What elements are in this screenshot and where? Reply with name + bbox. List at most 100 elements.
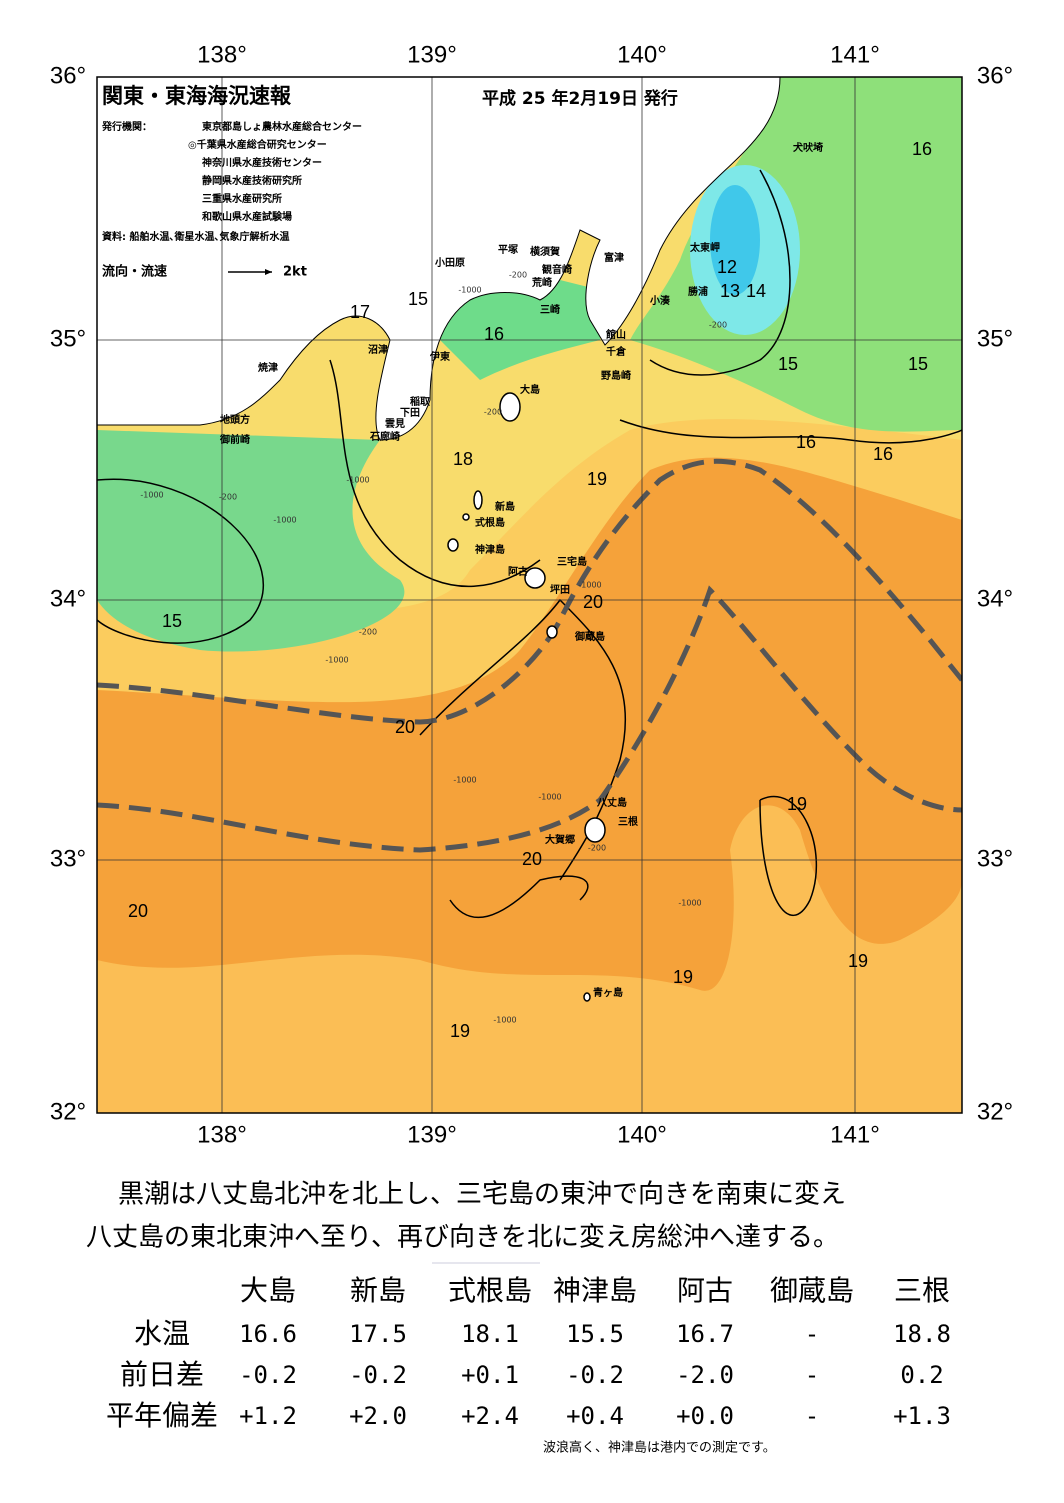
table-cell: 18.1 (461, 1320, 519, 1348)
place-name: 千倉 (606, 345, 627, 358)
latitude-label: 32° (977, 1098, 1013, 1125)
depth-label: -1000 (538, 793, 561, 802)
place-name: 小田原 (434, 256, 465, 269)
contour-label: 19 (587, 469, 607, 489)
latitude-label: 36° (977, 62, 1013, 89)
sea-temperature-map (97, 77, 962, 1113)
table-cell: - (805, 1361, 819, 1389)
place-name: 伊東 (429, 350, 450, 363)
contour-label: 20 (522, 849, 542, 869)
table-cell: - (805, 1320, 819, 1348)
place-name: 野島崎 (601, 369, 631, 382)
contour-label: 16 (796, 432, 816, 452)
latitude-label: 36° (50, 62, 86, 89)
place-name: 勝浦 (688, 285, 708, 298)
place-name: 小湊 (649, 294, 671, 307)
contour-label: 12 (717, 257, 737, 277)
table-cell: +1.3 (893, 1402, 951, 1430)
table-header: 式根島 (448, 1274, 532, 1307)
longitude-label: 141° (830, 41, 880, 68)
issuers-label: 発行機関： (101, 120, 152, 133)
table-cell: +0.4 (566, 1402, 624, 1430)
contour-label: 19 (848, 951, 868, 971)
depth-label: -1000 (493, 1016, 516, 1025)
contour-label: 16 (912, 139, 932, 159)
depth-label: -1000 (140, 491, 163, 500)
place-name: 下田 (400, 407, 420, 419)
place-name: 三宅島 (557, 555, 587, 568)
table-cell: -0.2 (566, 1361, 624, 1389)
contour-label: 13 (720, 281, 740, 301)
place-name: 焼津 (258, 361, 278, 374)
longitude-label: 139° (407, 1121, 457, 1148)
table-cell: +2.0 (349, 1402, 407, 1430)
contour-label: 20 (128, 901, 148, 921)
row-label: 前日差 (120, 1358, 204, 1391)
issuer: 静岡県水産技術研究所 (202, 174, 302, 187)
description-line: 黒潮は八丈島北沖を北上し、三宅島の東沖で向きを南東に変え (118, 1180, 846, 1210)
table-cell: 16.7 (676, 1320, 734, 1348)
place-name: 横須賀 (530, 245, 560, 258)
place-name: 平塚 (498, 243, 518, 256)
place-name: 八丈島 (596, 796, 627, 809)
depth-label: -200 (509, 271, 527, 280)
depth-label: -1000 (458, 286, 481, 295)
table-cell: +0.0 (676, 1402, 734, 1430)
place-name: 大島 (520, 383, 540, 396)
contour-label: 15 (778, 354, 798, 374)
contour-label: 16 (484, 324, 504, 344)
latitude-label: 35° (50, 325, 86, 352)
table-cell: -0.2 (239, 1361, 297, 1389)
latitude-label: 34° (977, 585, 1013, 612)
table-cell: +1.2 (239, 1402, 297, 1430)
table-header: 新島 (350, 1274, 406, 1307)
place-name: 館山 (605, 328, 626, 341)
latitude-label: 33° (50, 845, 86, 872)
place-name: 稲取 (410, 395, 431, 408)
place-name: 新島 (495, 500, 515, 513)
table-cell: 16.6 (239, 1320, 297, 1348)
depth-label: -200 (588, 844, 606, 853)
legend-speed: 2kt (283, 265, 307, 280)
issuer: 三重県水産研究所 (202, 192, 282, 205)
table-cell: 15.5 (566, 1320, 624, 1348)
row-label: 水温 (134, 1317, 190, 1350)
contour-label: 16 (873, 444, 893, 464)
map-title: 関東・東海海況速報 (102, 84, 292, 108)
longitude-label: 141° (830, 1121, 880, 1148)
contour-label: 19 (787, 794, 807, 814)
longitude-label: 139° (407, 41, 457, 68)
depth-label: -200 (359, 628, 377, 637)
place-name: 三崎 (540, 303, 560, 316)
contour-label: 15 (408, 289, 428, 309)
place-name: 神津島 (475, 543, 505, 556)
place-name: 大賀郷 (545, 833, 575, 846)
issuer: 神奈川県水産技術センター (202, 156, 322, 169)
place-name: 観音崎 (542, 263, 572, 276)
place-name: 御前崎 (219, 433, 250, 446)
place-name: 坪田 (550, 583, 570, 596)
table-header: 阿古 (677, 1274, 733, 1307)
place-name: 式根島 (475, 516, 505, 529)
depth-label: -1000 (453, 776, 476, 785)
depth-label: -200 (709, 321, 727, 330)
contour-label: 15 (908, 354, 928, 374)
data-source: 資料: 船舶水温､衛星水温､気象庁解析水温 (102, 230, 289, 243)
table-cell: 17.5 (349, 1320, 407, 1348)
longitude-label: 140° (617, 1121, 667, 1148)
table-header: 大島 (240, 1274, 296, 1307)
place-name: 青ヶ島 (593, 986, 623, 999)
longitude-label: 138° (197, 1121, 247, 1148)
table-cell: - (805, 1402, 819, 1430)
contour-label: 20 (395, 717, 415, 737)
issuer: ◎千葉県水産総合研究センター (188, 138, 327, 151)
latitude-label: 32° (50, 1098, 86, 1125)
latitude-label: 33° (977, 845, 1013, 872)
depth-label: -1000 (578, 581, 601, 590)
row-label: 平年偏差 (106, 1399, 218, 1432)
table-cell: 18.8 (893, 1320, 951, 1348)
contour-label: 15 (162, 611, 182, 631)
issuer: 和歌山県水産試験場 (201, 210, 292, 223)
depth-label: -1000 (273, 516, 296, 525)
contour-label: 20 (583, 592, 603, 612)
